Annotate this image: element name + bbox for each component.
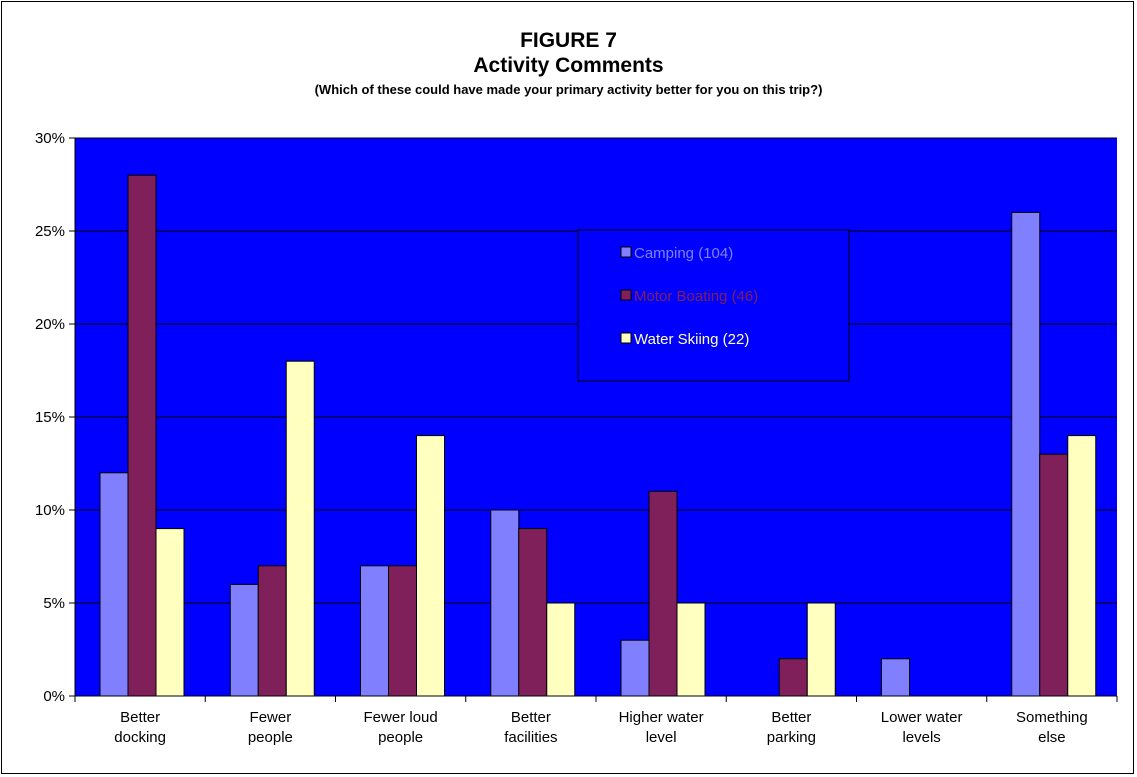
x-tick-label: Better bbox=[511, 709, 551, 726]
bar bbox=[127, 174, 157, 697]
x-tick-label: level bbox=[646, 729, 677, 746]
x-tick-label: Fewer loud bbox=[364, 709, 438, 726]
bar bbox=[1039, 453, 1069, 697]
y-tick-label: 20% bbox=[35, 316, 65, 333]
bar bbox=[778, 658, 808, 697]
x-tick-label: parking bbox=[767, 729, 816, 746]
bar bbox=[518, 528, 548, 697]
x-tick-label: Fewer bbox=[250, 709, 292, 726]
chart-title: FIGURE 7 bbox=[520, 29, 617, 52]
title-block: FIGURE 7 Activity Comments (Which of the… bbox=[0, 28, 1137, 99]
chart-subtitle: Activity Comments bbox=[473, 54, 664, 77]
legend-label: Camping (104) bbox=[634, 245, 733, 262]
x-tick-label: levels bbox=[902, 729, 940, 746]
x-tick-label: people bbox=[378, 729, 423, 746]
x-tick-label: else bbox=[1038, 729, 1066, 746]
x-tick-label: Better bbox=[120, 709, 160, 726]
y-tick-label: 10% bbox=[35, 502, 65, 519]
bar bbox=[1011, 211, 1041, 697]
x-tick-label: people bbox=[248, 729, 293, 746]
bar bbox=[257, 565, 287, 697]
bar bbox=[99, 472, 129, 697]
y-tick-label: 5% bbox=[43, 595, 65, 612]
bar bbox=[620, 639, 650, 697]
y-tick-label: 25% bbox=[35, 223, 65, 240]
y-tick-label: 30% bbox=[35, 130, 65, 147]
x-tick-label: Lower water bbox=[881, 709, 963, 726]
legend-swatch bbox=[620, 289, 632, 301]
y-tick-label: 15% bbox=[35, 409, 65, 426]
bar bbox=[881, 658, 910, 697]
legend-label: Motor Boating (46) bbox=[634, 288, 758, 305]
bar bbox=[416, 435, 445, 697]
x-tick-label: Better bbox=[771, 709, 811, 726]
legend-swatch bbox=[620, 332, 632, 344]
x-tick-label: facilities bbox=[504, 729, 557, 746]
chart-note: (Which of these could have made your pri… bbox=[314, 82, 823, 97]
bar bbox=[676, 602, 706, 697]
y-tick-label: 0% bbox=[43, 688, 65, 705]
bar bbox=[1067, 435, 1097, 697]
bar bbox=[388, 565, 417, 697]
bar bbox=[490, 509, 520, 697]
x-tick-label: Something bbox=[1016, 709, 1088, 726]
bar bbox=[648, 490, 678, 697]
legend-label: Water Skiing (22) bbox=[634, 331, 749, 348]
bar bbox=[546, 602, 576, 697]
bar bbox=[360, 565, 389, 697]
bar bbox=[285, 360, 315, 697]
legend-swatch bbox=[620, 246, 632, 258]
x-tick-label: docking bbox=[114, 729, 166, 746]
bar bbox=[155, 528, 185, 697]
x-tick-label: Higher water bbox=[619, 709, 704, 726]
bar bbox=[806, 602, 836, 697]
bar bbox=[229, 583, 259, 697]
